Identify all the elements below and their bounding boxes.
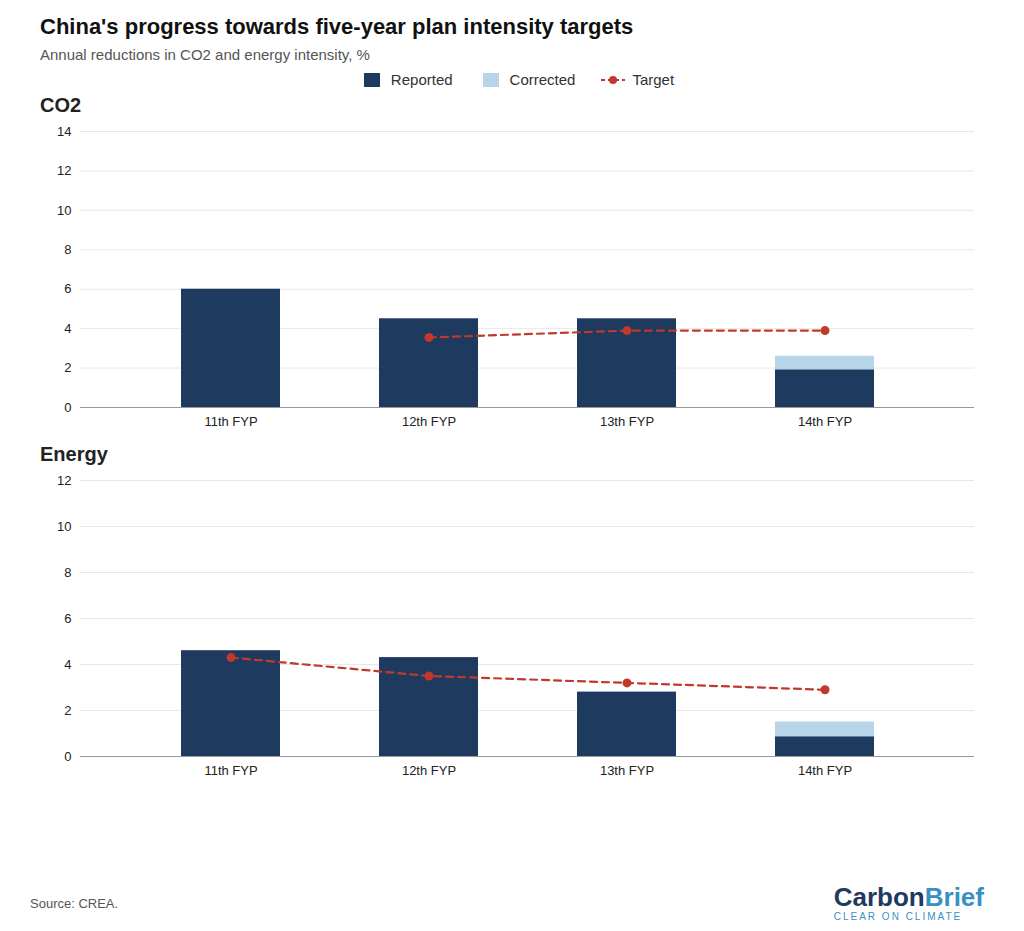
html-text:China's progress towards five-: China's progress towards five-year plan … bbox=[40, 14, 634, 39]
svg-text:14th FYP: 14th FYP bbox=[798, 763, 852, 778]
svg-text:0: 0 bbox=[64, 400, 71, 415]
html-text:Target: Target bbox=[632, 71, 675, 88]
svg-text:2: 2 bbox=[64, 703, 71, 718]
html-text:Source: CREA.: Source: CREA. bbox=[30, 896, 119, 911]
svg-text:10: 10 bbox=[57, 203, 71, 218]
svg-text:11th FYP: 11th FYP bbox=[204, 414, 257, 429]
svg-text:4: 4 bbox=[64, 657, 71, 672]
svg-text:12: 12 bbox=[57, 473, 71, 488]
svg-text:12th FYP: 12th FYP bbox=[402, 414, 456, 429]
html-text:Reported: Reported bbox=[390, 71, 453, 88]
svg-text:6: 6 bbox=[64, 611, 71, 626]
svg-text:4: 4 bbox=[64, 321, 71, 336]
html-text:CLEAR ON CLIMATE: CLEAR ON CLIMATE bbox=[833, 911, 963, 922]
svg-text:0: 0 bbox=[64, 749, 71, 764]
svg-text:11th FYP: 11th FYP bbox=[204, 763, 257, 778]
svg-text:12th FYP: 12th FYP bbox=[402, 763, 456, 778]
svg-text:14: 14 bbox=[57, 124, 71, 139]
html-text:Energy: Energy bbox=[40, 443, 108, 465]
html-text:CO2: CO2 bbox=[40, 94, 82, 116]
svg-text:10: 10 bbox=[57, 519, 71, 534]
html-text:Corrected: Corrected bbox=[509, 71, 576, 88]
html-text:Annual reductions in CO2 and e: Annual reductions in CO2 and energy inte… bbox=[40, 46, 370, 63]
svg-text:6: 6 bbox=[64, 281, 71, 296]
svg-text:2: 2 bbox=[64, 360, 71, 375]
svg-text:8: 8 bbox=[64, 242, 71, 257]
svg-text:13th FYP: 13th FYP bbox=[600, 414, 654, 429]
svg-text:14th FYP: 14th FYP bbox=[798, 414, 852, 429]
svg-text:8: 8 bbox=[64, 565, 71, 580]
svg-text:12: 12 bbox=[57, 163, 71, 178]
svg-text:13th FYP: 13th FYP bbox=[600, 763, 654, 778]
html-text:Carbon Brief: Carbon Brief bbox=[833, 882, 984, 912]
